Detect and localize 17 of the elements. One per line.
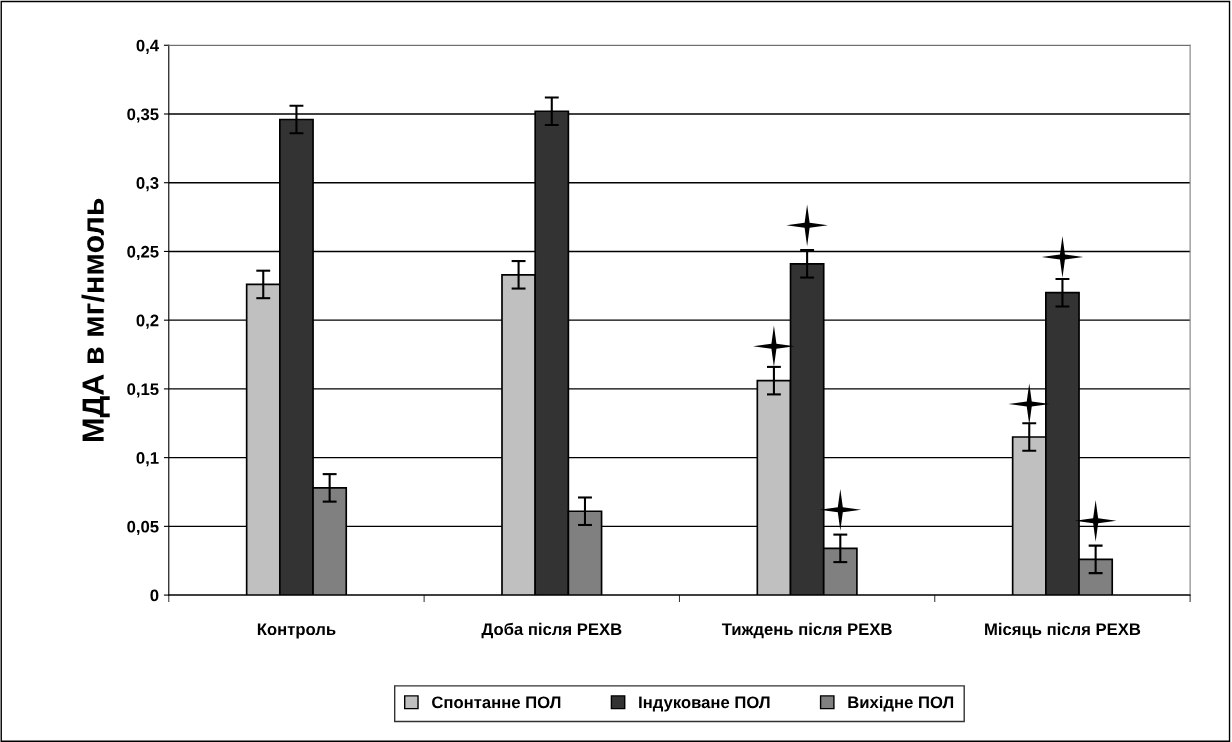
x-tick-label: Тиждень після РЕХВ [721,622,892,639]
y-tick-label: 0,4 [136,39,159,54]
x-tick-label: Місяць після РЕХВ [985,622,1141,639]
y-tick-label: 0,3 [136,177,159,192]
y-axis-title: МДА в мг/нмоль [81,198,110,441]
y-tick-label: 0,15 [127,383,159,398]
y-tick-label: 0,1 [136,452,159,467]
legend-label: Спонтанне ПОЛ [432,696,561,709]
y-tick-label: 0,35 [127,108,159,123]
y-tick-label: 0,05 [127,520,159,535]
y-tick-label: 0 [150,589,159,602]
y-tick-label: 0,25 [127,245,159,261]
legend-label: Вихідне ПОЛ [848,695,954,712]
legend-label: Індуковане ПОЛ [639,696,770,712]
y-tick-label: 0,2 [136,314,159,329]
x-tick-label: Доба після РЕХВ [481,622,622,639]
x-tick-label: Контроль [257,623,336,639]
